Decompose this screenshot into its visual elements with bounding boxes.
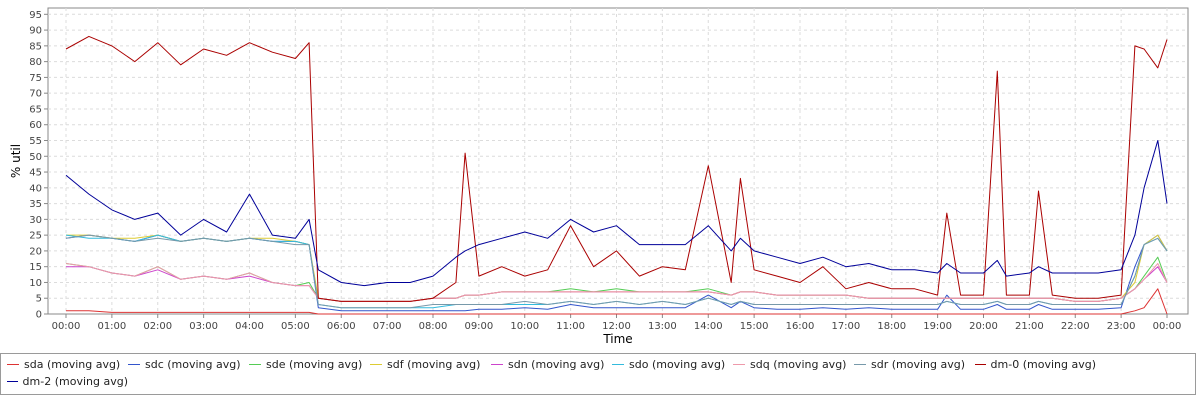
legend-label: sde (moving avg) bbox=[266, 358, 363, 371]
series-line-sdr bbox=[65, 234, 1168, 309]
legend-swatch bbox=[975, 364, 986, 365]
grid-lines bbox=[48, 8, 1188, 314]
x-tick-label: 08:00 bbox=[419, 321, 448, 332]
legend-swatch bbox=[854, 364, 866, 365]
y-tick-label: 0 bbox=[36, 310, 42, 321]
x-tick-label: 04:00 bbox=[235, 321, 264, 332]
legend-label: sda (moving avg) bbox=[24, 358, 121, 371]
y-tick-label: 95 bbox=[29, 10, 42, 21]
x-tick-label: 22:00 bbox=[1061, 321, 1090, 332]
series-line-sda bbox=[66, 288, 1168, 315]
legend-item: dm-2 (moving avg) bbox=[7, 373, 128, 390]
x-tick-label: 18:00 bbox=[877, 321, 906, 332]
legend-swatch bbox=[612, 364, 624, 365]
x-axis-ticks: 00:00 01:00 02:00 03:00 04:00 05:00 06:00 07:00… bbox=[52, 314, 1182, 332]
legend-item: sde (moving avg) bbox=[249, 356, 370, 373]
plot-area bbox=[47, 7, 1189, 315]
legend-swatch bbox=[733, 364, 745, 365]
y-tick-label: 90 bbox=[29, 26, 42, 37]
legend-swatch bbox=[370, 364, 382, 365]
x-tick-label: 01:00 bbox=[97, 321, 126, 332]
y-tick-label: 55 bbox=[29, 136, 42, 147]
x-tick-label: 06:00 bbox=[327, 321, 356, 332]
legend-label: sdn (moving avg) bbox=[508, 358, 605, 371]
x-tick-label: 19:00 bbox=[923, 321, 952, 332]
y-tick-label: 15 bbox=[29, 262, 42, 273]
x-tick-label: 17:00 bbox=[831, 321, 860, 332]
legend-item: sdf (moving avg) bbox=[370, 356, 491, 373]
legend-label: sdf (moving avg) bbox=[387, 358, 481, 371]
y-tick-label: 70 bbox=[29, 89, 42, 100]
x-tick-label: 15:00 bbox=[740, 321, 769, 332]
legend-item: dm-0 (moving avg) bbox=[975, 356, 1096, 373]
x-tick-label: 10:00 bbox=[510, 321, 539, 332]
y-tick-label: 20 bbox=[29, 246, 42, 257]
legend-item: sdq (moving avg) bbox=[733, 356, 854, 373]
y-tick-label: 75 bbox=[29, 73, 42, 84]
x-tick-label: 00:00 bbox=[52, 321, 81, 332]
legend-label: sdo (moving avg) bbox=[629, 358, 726, 371]
legend-swatch bbox=[128, 364, 140, 365]
y-tick-label: 45 bbox=[29, 168, 42, 179]
legend-item: sdn (moving avg) bbox=[491, 356, 612, 373]
y-axis-title: % util bbox=[9, 144, 23, 178]
legend-item: sdo (moving avg) bbox=[612, 356, 733, 373]
y-tick-label: 25 bbox=[29, 231, 42, 242]
x-tick-label: 09:00 bbox=[464, 321, 493, 332]
y-tick-label: 30 bbox=[29, 215, 42, 226]
y-tick-label: 10 bbox=[29, 278, 42, 289]
y-tick-label: 60 bbox=[29, 120, 42, 131]
legend-label: sdq (moving avg) bbox=[750, 358, 847, 371]
y-tick-label: 80 bbox=[29, 57, 42, 68]
y-tick-label: 50 bbox=[29, 152, 42, 163]
y-tick-label: 40 bbox=[29, 183, 42, 194]
y-tick-label: 35 bbox=[29, 199, 42, 210]
series-line-dm-0 bbox=[65, 35, 1168, 302]
x-tick-label: 14:00 bbox=[694, 321, 723, 332]
x-tick-label: 07:00 bbox=[373, 321, 402, 332]
line-chart: 0 5 10 15 20 25 30 35 40 45 50 55 60 65 70 75 80 85 90 95 0… bbox=[9, 7, 1189, 346]
x-axis-title: Time bbox=[602, 332, 632, 346]
legend-swatch bbox=[249, 364, 261, 365]
x-tick-label: 12:00 bbox=[602, 321, 631, 332]
legend-label: sdc (moving avg) bbox=[145, 358, 241, 371]
series-lines bbox=[65, 35, 1168, 315]
legend-label: sdr (moving avg) bbox=[871, 358, 966, 371]
legend: sda (moving avg) sdc (moving avg) sde (mov… bbox=[0, 353, 1196, 395]
x-tick-label: 11:00 bbox=[556, 321, 585, 332]
legend-swatch bbox=[7, 381, 18, 382]
x-tick-label: 03:00 bbox=[189, 321, 218, 332]
series-line-dm-2 bbox=[65, 140, 1168, 287]
x-tick-label: 16:00 bbox=[786, 321, 815, 332]
x-tick-label: 02:00 bbox=[143, 321, 172, 332]
x-tick-label: 00:00 bbox=[1153, 321, 1182, 332]
legend-item: sda (moving avg) bbox=[7, 356, 128, 373]
x-tick-label: 20:00 bbox=[969, 321, 998, 332]
x-tick-label: 13:00 bbox=[648, 321, 677, 332]
y-axis-ticks: 0 5 10 15 20 25 30 35 40 45 50 55 60 65 70 75 80 85 90 95 bbox=[29, 10, 48, 321]
x-tick-label: 05:00 bbox=[281, 321, 310, 332]
legend-swatch bbox=[491, 364, 503, 365]
legend-swatch bbox=[7, 364, 19, 365]
y-tick-label: 65 bbox=[29, 104, 42, 115]
x-tick-label: 21:00 bbox=[1015, 321, 1044, 332]
legend-label: dm-0 (moving avg) bbox=[990, 358, 1096, 371]
legend-label: dm-2 (moving avg) bbox=[22, 375, 128, 388]
series-line-sdq bbox=[65, 263, 1168, 302]
legend-item: sdc (moving avg) bbox=[128, 356, 249, 373]
y-tick-label: 85 bbox=[29, 41, 42, 52]
y-tick-label: 5 bbox=[36, 294, 42, 305]
x-tick-label: 23:00 bbox=[1107, 321, 1136, 332]
legend-item: sdr (moving avg) bbox=[854, 356, 975, 373]
